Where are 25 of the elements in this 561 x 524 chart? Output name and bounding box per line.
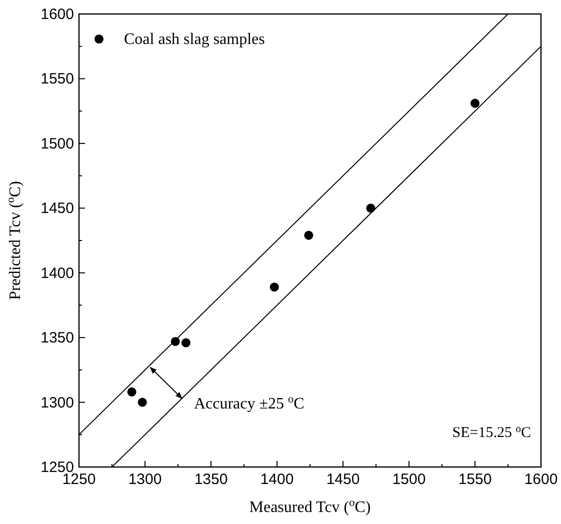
legend-label: Coal ash slag samples [124, 31, 265, 48]
point [304, 230, 314, 240]
x-tick-label: 1450 [326, 471, 360, 488]
y-tick-label: 1600 [40, 6, 74, 23]
point [127, 387, 136, 396]
y-tick-label: 1350 [40, 330, 74, 347]
y-tick-label: 1450 [40, 200, 74, 218]
point [138, 398, 147, 407]
point [181, 338, 190, 348]
annotation: SE=15.25 $^{o}$C [452, 424, 531, 441]
y-tick-label: 1500 [40, 135, 74, 152]
x-tick-label: 1550 [458, 471, 492, 488]
point [270, 282, 279, 292]
x-axis-title: Measured Tcv ($^{o}$C) [249, 497, 371, 516]
y-tick-label: 1300 [40, 394, 74, 412]
x-tick-label: 1600 [524, 471, 558, 488]
x-tick-label: 1300 [128, 471, 162, 488]
y-tick-label: 1400 [40, 264, 74, 282]
x-tick-label: 1500 [392, 471, 426, 488]
point [470, 98, 480, 108]
y-tick-label: 1550 [40, 70, 74, 88]
x-tick-label: 1250 [62, 471, 96, 488]
x-tick-label: 1350 [194, 471, 228, 488]
x-tick-label: 1400 [260, 471, 294, 488]
annotation: Accuracy ±25 $^{o}$C [194, 393, 304, 412]
